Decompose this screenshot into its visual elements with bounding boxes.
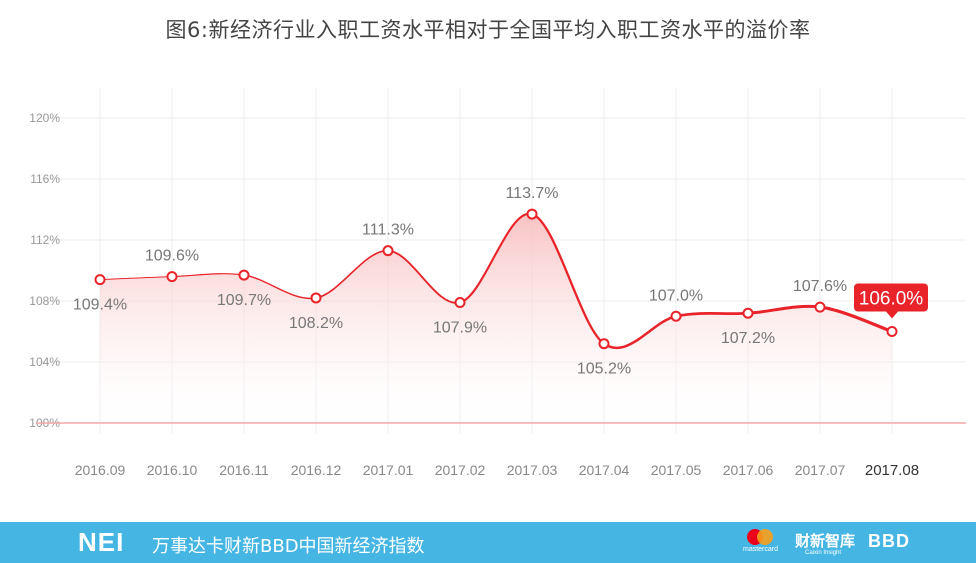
nei-logo: NEI (78, 527, 125, 557)
line-chart: 109.4% 109.6% 109.7% 108.2% 111.3% 107.9% 113.… (29, 88, 966, 479)
data-labels: 109.4% 109.6% 109.7% 108.2% 111.3% 107.9% 113.… (73, 185, 928, 378)
y-tick-label: 116% (30, 172, 60, 186)
data-point (598, 338, 610, 350)
x-tick-label: 2017.03 (507, 462, 558, 478)
footer-banner: NEI 万事达卡财新BBD中国新经济指数 mastercard 财新智库 Cai… (0, 522, 976, 563)
data-point (310, 292, 322, 304)
series-line-segment (387, 249, 461, 304)
data-label: 107.9% (433, 320, 487, 337)
x-tick-label: 2017.04 (579, 462, 630, 478)
bbd-logo: BBD (868, 531, 910, 551)
series-line-segment (530, 212, 606, 345)
data-point (382, 245, 394, 257)
y-tick-label: 120% (29, 111, 60, 125)
x-tick-label: 2016.10 (147, 462, 198, 478)
area-fill (100, 213, 892, 423)
x-tick-label: 2017.08 (865, 462, 919, 479)
x-tick-label: 2016.11 (219, 462, 269, 478)
data-label: 109.7% (217, 292, 271, 309)
highlight-label-pointer (886, 311, 898, 319)
data-point (886, 326, 898, 337)
x-tick-label: 2017.05 (651, 462, 702, 478)
data-label: 111.3% (362, 222, 414, 239)
y-tick-label: 108% (29, 294, 60, 308)
data-point (94, 274, 106, 286)
data-point (670, 310, 682, 322)
x-tick-label: 2016.12 (291, 462, 342, 478)
y-tick-label: 104% (29, 355, 60, 369)
footer-brand-text: 万事达卡财新BBD中国新经济指数 (152, 536, 425, 557)
area-path (100, 213, 892, 423)
series-line-segment (171, 273, 245, 278)
mastercard-word: mastercard (743, 546, 779, 553)
data-label-highlight: 106.0% (859, 289, 924, 310)
data-label: 107.6% (793, 278, 847, 295)
caixin-sub: Caixin Insight (805, 550, 842, 556)
highlight-label-box (854, 283, 928, 312)
y-tick-label: 112% (30, 233, 60, 247)
mastercard-logo-icon: mastercard (743, 529, 779, 557)
series-line-segment (243, 274, 317, 300)
x-tick-label: 2017.01 (363, 462, 414, 478)
data-label: 113.7% (505, 185, 558, 202)
data-label: 107.0% (649, 287, 703, 304)
data-label: 108.2% (289, 315, 343, 332)
data-label: 105.2% (577, 361, 631, 378)
data-label: 109.6% (145, 248, 199, 265)
x-tick-label: 2017.07 (795, 462, 846, 478)
data-point (526, 208, 538, 220)
data-point (742, 307, 754, 319)
chart-title: 图6:新经济行业入职工资水平相对于全国平均入职工资水平的溢价率 (165, 18, 811, 42)
x-tick-label: 2017.02 (435, 462, 486, 478)
series-line-segment (746, 304, 822, 315)
data-point (814, 301, 826, 313)
series-line-segment (602, 314, 678, 350)
data-point (454, 297, 466, 309)
x-tick-label: 2017.06 (723, 462, 774, 478)
series-line (99, 212, 894, 350)
caixin-logo: 财新智库 (795, 532, 856, 550)
data-point (238, 269, 250, 281)
data-points (94, 208, 898, 350)
data-label: 107.2% (721, 330, 775, 347)
series-line-segment (458, 213, 534, 304)
axes: 120%116%112%108%104%100%2016.09 2016.10 20… (29, 111, 966, 479)
data-point (166, 271, 178, 283)
data-label: 109.4% (73, 297, 127, 314)
series-line-segment (315, 249, 389, 299)
series-line-segment (674, 311, 750, 318)
x-tick-label: 2016.09 (75, 462, 126, 478)
